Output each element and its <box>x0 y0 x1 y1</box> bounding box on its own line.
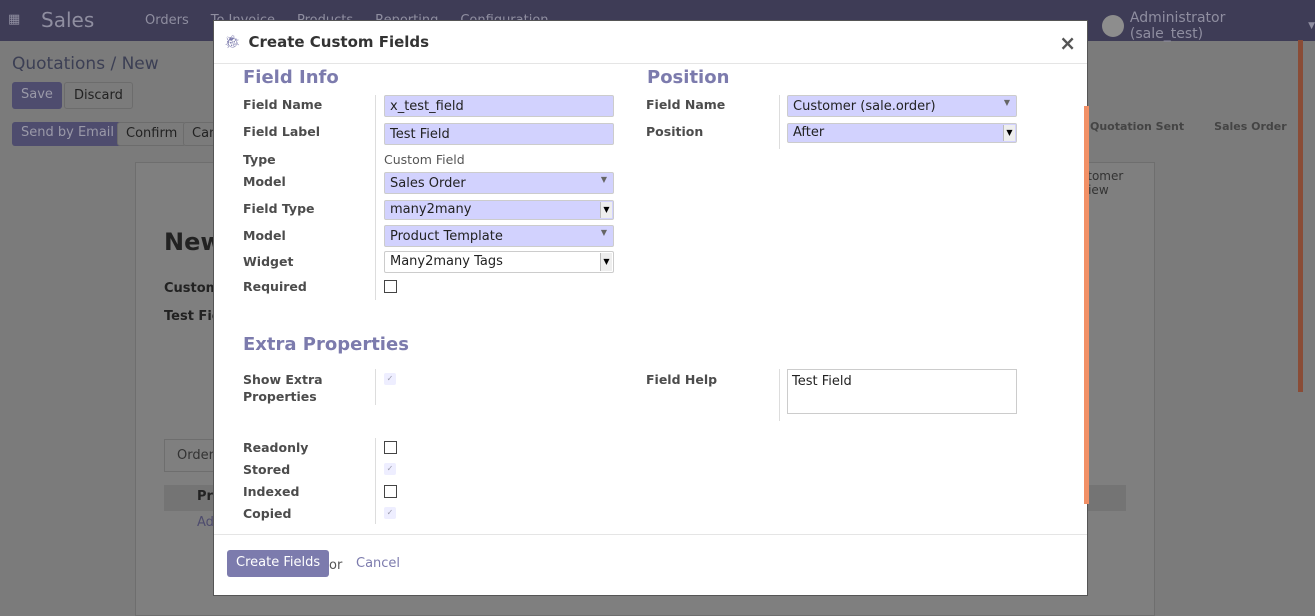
customer-label: Custom <box>164 281 220 296</box>
discard-button[interactable]: Discard <box>64 82 133 109</box>
field-type-label: Field Type <box>243 201 315 216</box>
user-name: Administrator (sale_test) <box>1129 10 1226 42</box>
apps-grid-icon[interactable]: ▦ <box>8 12 21 27</box>
position-heading: Position <box>647 67 730 88</box>
stored-label: Stored <box>243 462 291 477</box>
dialog-scrollbar[interactable] <box>1084 106 1089 504</box>
create-fields-button[interactable]: Create Fields <box>227 550 330 577</box>
create-custom-fields-dialog: 🐞︎ Create Custom Fields × Field Info Fiel… <box>213 20 1089 596</box>
position-label: Position <box>646 124 704 139</box>
field-info-heading: Field Info <box>243 67 339 88</box>
model-select[interactable]: Sales Order ▼ <box>384 172 614 194</box>
caret-down-icon: ▼ <box>600 228 607 237</box>
model-value: Sales Order <box>390 176 466 191</box>
readonly-label: Readonly <box>243 440 309 455</box>
field-name-input[interactable]: x_test_field <box>384 95 614 117</box>
field-type-value: many2many <box>390 202 472 217</box>
or-text: or <box>329 558 343 573</box>
show-extra-label: Show Extra Properties <box>243 372 323 404</box>
menu-orders[interactable]: Orders <box>145 13 189 28</box>
status-sales-order[interactable]: Sales Order <box>1214 120 1287 133</box>
dropdown-arrow-icon: ▼ <box>600 253 612 271</box>
app-title: Sales <box>41 8 95 32</box>
caret-down-icon: ▼ <box>1003 98 1010 107</box>
field-type-select[interactable]: many2many ▼ <box>384 200 614 220</box>
type-value: Custom Field <box>384 152 465 167</box>
save-button[interactable]: Save <box>12 82 62 109</box>
type-label: Type <box>243 152 276 167</box>
position-field-name-label: Field Name <box>646 97 726 112</box>
breadcrumb[interactable]: Quotations / New <box>12 54 159 74</box>
relation-model-select[interactable]: Product Template ▼ <box>384 225 614 247</box>
caret-down-icon: ▼ <box>600 175 607 184</box>
field-help-label: Field Help <box>646 372 718 387</box>
readonly-checkbox[interactable] <box>384 441 397 454</box>
user-menu[interactable]: Administrator (sale_test) ▼ <box>1102 10 1315 42</box>
extra-properties-heading: Extra Properties <box>243 334 409 355</box>
relation-model-value: Product Template <box>390 229 503 244</box>
dropdown-arrow-icon: ▼ <box>600 202 612 218</box>
widget-label: Widget <box>243 254 294 269</box>
field-name-label: Field Name <box>243 97 323 112</box>
send-email-button[interactable]: Send by Email <box>12 122 124 146</box>
column-product: Pr <box>197 489 213 504</box>
status-quotation-sent[interactable]: Quotation Sent <box>1090 120 1185 133</box>
bug-icon: 🐞︎ <box>224 34 241 50</box>
widget-value: Many2many Tags <box>390 254 503 269</box>
position-field-value: Customer (sale.order) <box>793 99 936 114</box>
relation-model-label: Model <box>243 228 286 243</box>
copied-label: Copied <box>243 506 292 521</box>
confirm-button[interactable]: Confirm <box>117 122 187 146</box>
test-field-label: Test Fie <box>164 309 221 324</box>
record-title: New <box>164 228 223 256</box>
widget-select[interactable]: Many2many Tags ▼ <box>384 251 614 273</box>
copied-checkbox[interactable]: ✓ <box>384 507 396 519</box>
show-extra-checkbox[interactable]: ✓ <box>384 373 396 385</box>
required-label: Required <box>243 279 307 294</box>
position-value: After <box>793 125 825 140</box>
dropdown-arrow-icon: ▼ <box>1003 125 1015 141</box>
cancel-link[interactable]: Cancel <box>356 556 401 571</box>
page-scrollbar[interactable] <box>1298 40 1303 392</box>
close-icon[interactable]: × <box>1059 31 1076 55</box>
position-field-select[interactable]: Customer (sale.order) ▼ <box>787 95 1017 117</box>
field-label-input[interactable]: Test Field <box>384 123 614 145</box>
model-label: Model <box>243 174 286 189</box>
dialog-title: Create Custom Fields <box>248 33 430 51</box>
position-select[interactable]: After ▼ <box>787 123 1017 143</box>
indexed-label: Indexed <box>243 484 300 499</box>
field-help-textarea[interactable]: Test Field <box>787 369 1017 414</box>
required-checkbox[interactable] <box>384 280 397 293</box>
stored-checkbox[interactable]: ✓ <box>384 463 396 475</box>
avatar <box>1102 15 1124 37</box>
caret-down-icon: ▼ <box>1308 21 1315 31</box>
indexed-checkbox[interactable] <box>384 485 397 498</box>
field-label-label: Field Label <box>243 124 320 139</box>
